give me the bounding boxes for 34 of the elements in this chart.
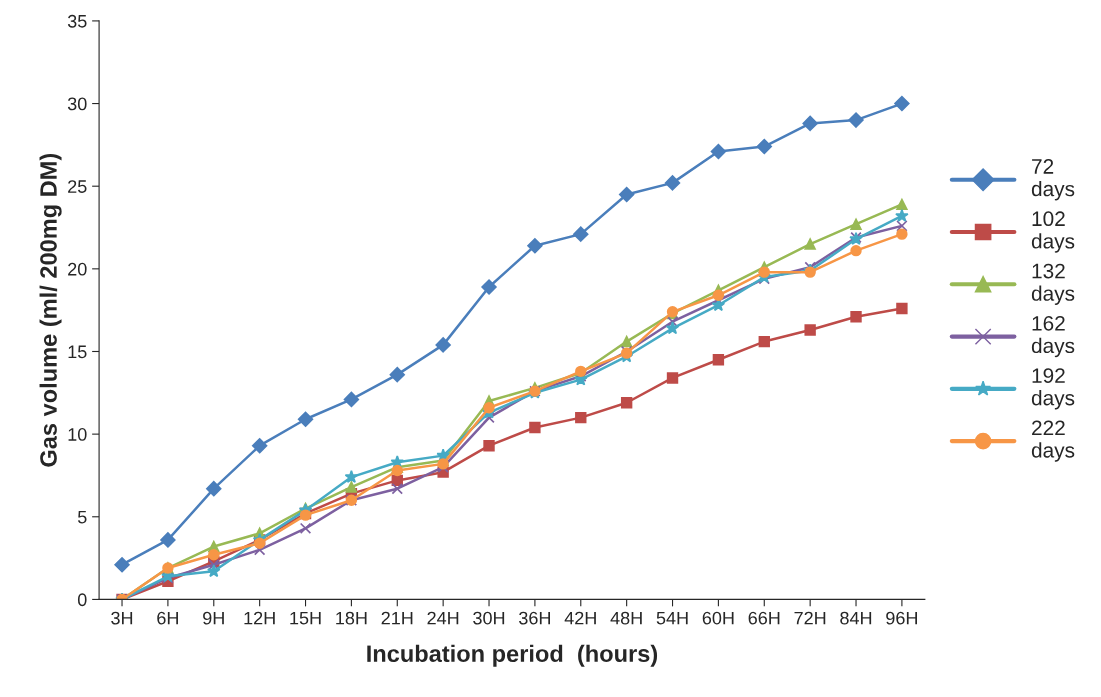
x-tick-label: 66H bbox=[748, 611, 780, 625]
legend-label: 192 days bbox=[1031, 368, 1075, 410]
x-tick-label: 18H bbox=[336, 611, 367, 625]
x-axis-title: Incubation period (hours) bbox=[367, 644, 658, 667]
x-tick-label: 60H bbox=[702, 611, 734, 625]
x-tick-label: 72H bbox=[794, 611, 826, 625]
x-tick-label: 30H bbox=[473, 611, 505, 625]
y-tick-label: 10 bbox=[68, 428, 87, 441]
x-tick-label: 21H bbox=[381, 611, 413, 625]
legend-label: 222 days bbox=[1031, 420, 1075, 462]
x-tick-label: 84H bbox=[840, 611, 872, 625]
legend-label: 162 days bbox=[1031, 315, 1075, 358]
y-tick-label: 30 bbox=[67, 97, 87, 111]
y-tick-label: 5 bbox=[77, 510, 87, 524]
x-tick-label: 12H bbox=[244, 611, 275, 625]
legend-label: 132 days bbox=[1031, 263, 1075, 305]
x-tick-label: 24H bbox=[427, 611, 459, 625]
x-tick-label: 36H bbox=[519, 611, 550, 625]
x-tick-label: 96H bbox=[886, 611, 917, 625]
y-tick-label: 15 bbox=[68, 345, 87, 359]
y-axis-title: Gas volume (ml/ 200mg DM) bbox=[39, 153, 62, 467]
x-tick-label: 54H bbox=[656, 611, 688, 625]
x-tick-label: 9H bbox=[203, 611, 224, 625]
x-tick-label: 15H bbox=[290, 611, 321, 625]
x-tick-label: 3H bbox=[111, 611, 133, 625]
y-tick-label: 0 bbox=[77, 593, 87, 607]
y-tick-label: 25 bbox=[68, 180, 87, 193]
x-tick-label: 6H bbox=[157, 611, 178, 625]
legend-label: 72 days bbox=[1031, 159, 1075, 201]
legend-label: 102 days bbox=[1031, 211, 1075, 253]
y-tick-label: 20 bbox=[68, 262, 87, 276]
y-tick-label: 35 bbox=[67, 14, 87, 28]
x-tick-label: 48H bbox=[610, 611, 642, 625]
x-tick-label: 42H bbox=[564, 611, 596, 625]
